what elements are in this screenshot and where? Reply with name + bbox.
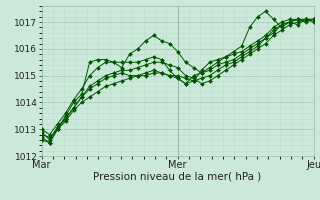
X-axis label: Pression niveau de la mer( hPa ): Pression niveau de la mer( hPa ) <box>93 172 262 182</box>
